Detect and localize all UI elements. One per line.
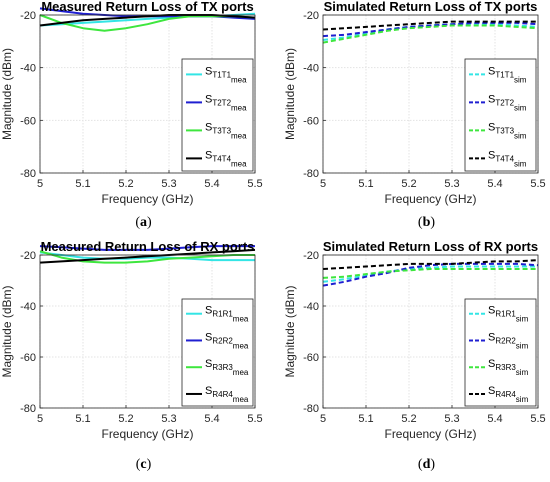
series-line-t4t4	[39, 14, 256, 27]
chart-title: Simulated Return Loss of TX ports	[324, 0, 538, 14]
axes-box	[322, 254, 539, 409]
legend-entry: SR4R4mea	[205, 385, 249, 404]
x-tick-label: 5.2	[401, 413, 416, 425]
x-tick-label: 5.5	[247, 413, 262, 425]
legend-entry: SR3R3sim	[488, 358, 529, 377]
x-axis-label: Frequency (GHz)	[101, 192, 193, 206]
legend-entry: SR3R3mea	[205, 358, 249, 377]
x-tick-label: 5.2	[118, 413, 133, 425]
x-axis-label: Frequency (GHz)	[384, 192, 476, 206]
y-tick-label: -60	[20, 115, 36, 127]
legend-entry: ST2T2mea	[205, 93, 247, 112]
panel-caption: (d)	[418, 457, 435, 472]
chart-title: Measured Return Loss of RX ports	[41, 239, 255, 254]
legend-entry: SR1R1sim	[488, 305, 529, 324]
legend-box	[464, 298, 537, 407]
x-tick-label: 5.2	[118, 178, 133, 190]
legend-box	[181, 58, 254, 172]
x-tick-label: 5.5	[530, 413, 545, 425]
x-tick-label: 5.4	[204, 178, 219, 190]
legend-box	[181, 298, 254, 407]
legend-entry: SR2R2sim	[488, 331, 529, 350]
series-line-r4r4	[39, 248, 256, 264]
x-tick-label: 5	[37, 178, 43, 190]
y-tick-label: -60	[303, 352, 319, 364]
x-tick-label: 5.2	[401, 178, 416, 190]
series-line-r2r2	[39, 245, 255, 251]
series-line-r1r1	[322, 265, 538, 283]
x-tick-label: 5	[320, 413, 326, 425]
chart-title: Simulated Return Loss of RX ports	[323, 239, 538, 254]
legend-entry: ST1T1sim	[488, 65, 527, 84]
chart-panel-4: 5 5.1 5.2 5.3 5.4 5.5 -80 -60 -40 -20 SR1R1sim SR2R…	[283, 239, 546, 472]
series-line-r4r4	[322, 259, 539, 270]
y-tick-label: -20	[303, 10, 319, 22]
y-axis-label: Magnitude (dBm)	[283, 48, 297, 140]
chart-panel-1: 5 5.1 5.2 5.3 5.4 5.5 -80 -60 -40 -20 ST1T1mea ST2T…	[0, 0, 263, 230]
x-tick-label: 5.1	[358, 413, 373, 425]
chart-title: Measured Return Loss of TX ports	[41, 0, 253, 14]
legend-entry: SR4R4sim	[488, 385, 529, 404]
axes-box	[322, 14, 539, 174]
panel-caption: (c)	[136, 457, 152, 472]
y-tick-label: -40	[303, 301, 319, 313]
legend-entry: ST4T4sim	[488, 149, 527, 168]
y-axis-label: Magnitude (dBm)	[0, 48, 14, 140]
series-line-t3t3	[322, 24, 539, 44]
y-tick-label: -80	[303, 168, 319, 180]
legend-entry: SR1R1mea	[205, 305, 249, 324]
panel-caption: (b)	[418, 215, 435, 230]
legend-entry: ST3T3sim	[488, 121, 527, 140]
y-tick-label: -20	[303, 250, 319, 262]
legend-entry: ST3T3mea	[205, 121, 247, 140]
x-tick-label: 5.5	[247, 178, 262, 190]
y-axis-label: Magnitude (dBm)	[0, 285, 14, 377]
legend-box	[464, 58, 537, 172]
x-tick-label: 5.3	[444, 413, 459, 425]
y-tick-label: -60	[20, 352, 36, 364]
x-tick-label: 5.3	[161, 178, 176, 190]
legend-entry: SR2R2mea	[205, 331, 249, 350]
y-tick-label: -60	[303, 115, 319, 127]
x-tick-label: 5.4	[487, 178, 502, 190]
y-tick-label: -40	[20, 63, 36, 75]
series-line-r2r2	[322, 262, 539, 287]
x-tick-label: 5.1	[358, 178, 373, 190]
x-tick-label: 5	[320, 178, 326, 190]
x-tick-label: 5.4	[204, 413, 219, 425]
x-tick-label: 5	[37, 413, 43, 425]
series-line-r1r1	[39, 251, 255, 262]
y-tick-label: -20	[20, 250, 36, 262]
legend-entry: ST1T1mea	[205, 65, 247, 84]
chart-panel-3: 5 5.1 5.2 5.3 5.4 5.5 -80 -60 -40 -20 SR1R1mea SR2R…	[0, 239, 263, 472]
panel-caption: (a)	[135, 215, 152, 230]
x-tick-label: 5.1	[75, 413, 90, 425]
y-tick-label: -80	[20, 168, 36, 180]
y-axis-label: Magnitude (dBm)	[283, 285, 297, 377]
chart-panel-2: 5 5.1 5.2 5.3 5.4 5.5 -80 -60 -40 -20 ST1T1sim ST2T…	[283, 0, 546, 230]
axes-box	[39, 254, 256, 409]
x-tick-label: 5.5	[530, 178, 545, 190]
x-tick-label: 5.3	[161, 413, 176, 425]
y-tick-label: -80	[20, 403, 36, 415]
y-tick-label: -40	[303, 63, 319, 75]
legend-entry: ST4T4mea	[205, 149, 247, 168]
x-axis-label: Frequency (GHz)	[384, 427, 476, 441]
x-axis-label: Frequency (GHz)	[101, 427, 193, 441]
series-line-t2t2	[322, 21, 539, 38]
axes-box	[39, 14, 256, 174]
series-line-r3r3	[322, 268, 538, 279]
x-tick-label: 5.1	[75, 178, 90, 190]
x-tick-label: 5.4	[487, 413, 502, 425]
legend-entry: ST2T2sim	[488, 93, 527, 112]
y-tick-label: -80	[303, 403, 319, 415]
x-tick-label: 5.3	[444, 178, 459, 190]
y-tick-label: -20	[20, 10, 36, 22]
y-tick-label: -40	[20, 301, 36, 313]
series-line-t4t4	[322, 20, 538, 31]
